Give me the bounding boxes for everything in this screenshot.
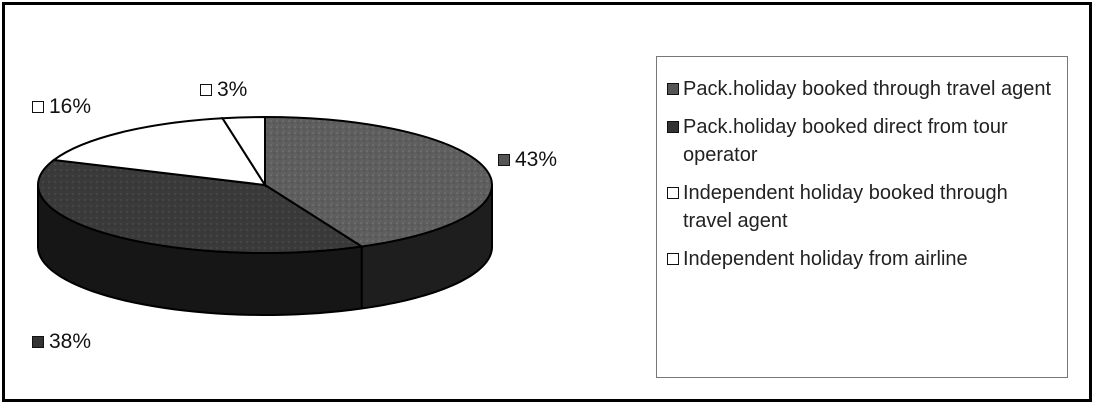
data-label-2: 16% [32, 95, 91, 119]
data-label-text-2: 16% [49, 95, 92, 118]
legend-item-0: Pack.holiday booked through travel agent [667, 75, 1059, 103]
legend-item-1: Pack.holiday booked direct from tour ope… [667, 113, 1059, 169]
legend-swatch-3 [667, 253, 679, 265]
data-label-text-3: 3% [217, 78, 248, 101]
data-label-text-1: 38% [49, 330, 92, 353]
data-label-3: 3% [200, 78, 247, 102]
legend-swatch-0 [667, 83, 679, 95]
pie-top [37, 115, 493, 255]
legend-label-2: Independent holiday booked through trave… [683, 182, 1008, 232]
pie-slice-0 [264, 115, 493, 248]
legend-item-2: Independent holiday booked through trave… [667, 179, 1059, 235]
legend-label-0: Pack.holiday booked through travel agent [683, 78, 1052, 100]
legend-swatch-2 [667, 187, 679, 199]
data-label-1: 38% [32, 330, 91, 354]
legend-swatch-1 [667, 121, 679, 133]
data-label-swatch-0 [498, 154, 510, 166]
data-label-text-0: 43% [515, 148, 558, 171]
legend-label-1: Pack.holiday booked direct from tour ope… [683, 116, 1008, 166]
pie-slice-2 [51, 117, 267, 187]
data-label-swatch-3 [200, 84, 212, 96]
legend-label-3: Independent holiday from airline [683, 248, 968, 270]
data-label-0: 43% [498, 148, 557, 172]
pie-slice-1 [37, 158, 365, 255]
data-label-swatch-1 [32, 336, 44, 348]
legend-item-3: Independent holiday from airline [667, 245, 1059, 273]
pie-slice-3 [220, 115, 266, 189]
data-label-swatch-2 [32, 101, 44, 113]
legend: Pack.holiday booked through travel agent… [656, 56, 1068, 378]
